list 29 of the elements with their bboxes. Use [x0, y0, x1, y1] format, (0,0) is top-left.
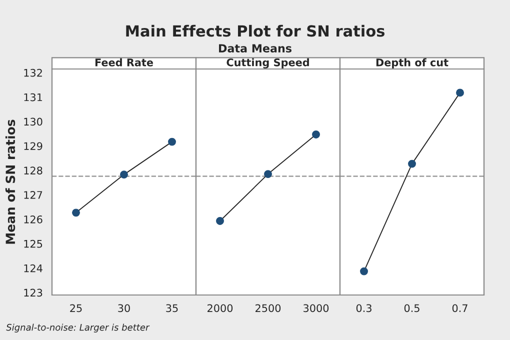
y-tick-label: 124	[24, 264, 42, 272]
x-tick-label: 30	[118, 304, 130, 312]
text: Main Effects Plot for SN ratios	[126, 24, 384, 37]
x-tick-label: 2500	[256, 304, 281, 312]
x-tick-label: 0.3	[356, 304, 372, 312]
point	[120, 170, 128, 179]
y-tick-label: 131	[24, 93, 42, 102]
y-tick-label: 130	[24, 118, 42, 126]
y-tick-label: 129	[24, 142, 42, 150]
chart-title: Feed Rate	[95, 58, 153, 66]
point	[168, 138, 176, 146]
x-tick-label: 25	[70, 304, 82, 312]
y-axis-title: Mean of SN ratios	[5, 120, 16, 244]
point	[72, 208, 80, 217]
y-tick-label: 126	[24, 215, 42, 224]
x-tick-label: 3000	[304, 304, 329, 312]
text: Data Means	[219, 44, 292, 53]
chart-title: Depth of cut	[376, 58, 448, 68]
y-tick-label: 125	[24, 240, 42, 248]
y-tick-label: 132	[24, 68, 42, 77]
y-tick-label: 127	[24, 191, 42, 199]
chart-title: Cutting Speed	[226, 58, 309, 68]
text: Signal-to-noise: Larger is better	[6, 324, 150, 332]
x-tick-label: 0.7	[452, 304, 468, 312]
x-tick-label: 0.5	[404, 304, 420, 312]
x-tick-label: 2000	[208, 304, 233, 312]
y-tick-label: 123	[24, 288, 42, 297]
y-tick-label: 128	[24, 166, 42, 174]
x-tick-label: 35	[166, 304, 178, 312]
